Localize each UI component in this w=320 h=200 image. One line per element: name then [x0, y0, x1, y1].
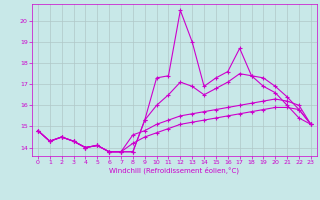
X-axis label: Windchill (Refroidissement éolien,°C): Windchill (Refroidissement éolien,°C): [109, 167, 239, 174]
